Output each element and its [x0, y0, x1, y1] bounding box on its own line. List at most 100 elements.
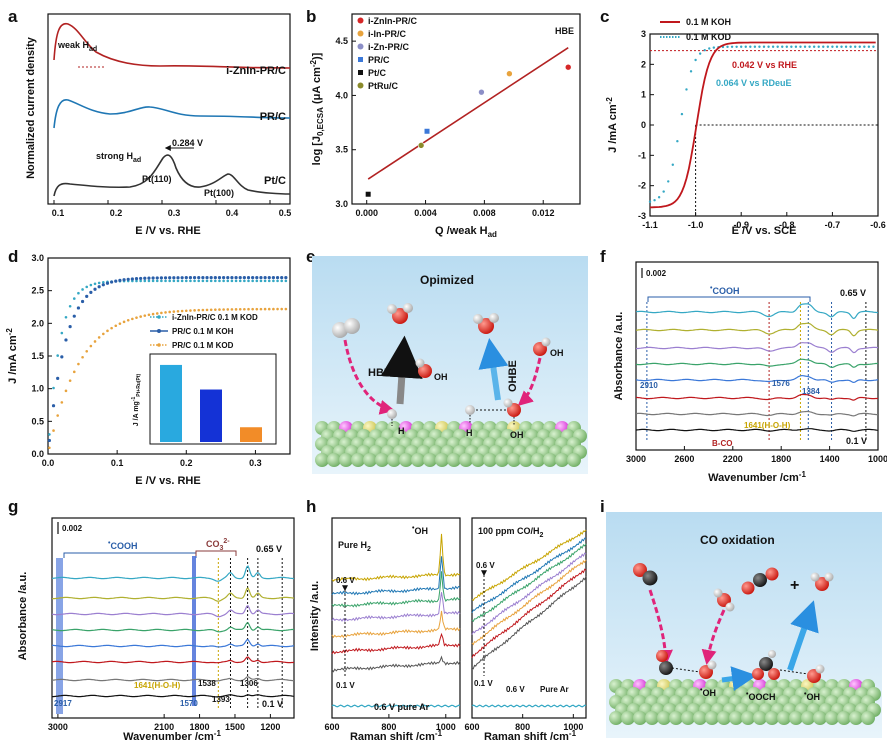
chart-c-kod-point-70	[808, 45, 811, 48]
chart-d-ytick-5: 2.5	[31, 286, 44, 296]
chart-c-kod-point-76	[822, 45, 825, 48]
scheme-e-slab-atom	[531, 453, 545, 467]
scheme-i-release-arrow	[787, 600, 819, 671]
chart-g-peak-hoh: 1641(H-O-H)	[134, 681, 181, 690]
chart-d-series-2-point	[168, 310, 171, 314]
chart-d-legend-1: PR/C 0.1 M KOH	[172, 327, 234, 336]
chart-c-kod-point-60	[785, 45, 788, 48]
chart-c-kod-point-46	[753, 45, 757, 48]
scheme-i: CO oxidation + •OH •OOCH	[606, 512, 882, 738]
chart-c-kod-point-38	[735, 45, 738, 48]
chart-b: 0.000 0.004 0.008 0.012 3.0 3.5 4.0 4.5 HBE i-Z…	[309, 13, 581, 239]
chart-d-ytick-3: 1.5	[31, 351, 44, 361]
chart-d-series-2-point	[48, 446, 51, 450]
scheme-e-slab-atom	[315, 453, 329, 467]
chart-c-kod-point-62	[790, 45, 793, 48]
chart-c-xtick-4: -0.7	[825, 220, 841, 230]
scheme-i-slab-atom	[789, 711, 803, 725]
chart-h2-spectrum-2	[471, 543, 587, 623]
chart-c-kod-point-18	[689, 70, 693, 73]
chart-b-point-2	[478, 88, 485, 96]
scheme-e-slab-atom	[567, 453, 581, 467]
scheme-i-water-molecule	[713, 588, 735, 612]
scheme-e-oh-adsorption-arrow	[517, 357, 542, 407]
chart-f-bottom-potential: 0.1 V	[846, 436, 867, 446]
chart-f-xtick-4: 1400	[820, 454, 840, 464]
scheme-i-slab-atom	[657, 711, 671, 725]
chart-a-series-izninprc	[53, 22, 291, 69]
chart-h2-spectrum-0	[471, 529, 587, 601]
chart-d-series-2-point	[135, 316, 138, 319]
chart-c-kod-point-86	[844, 45, 848, 48]
chart-d-series-1-point	[242, 276, 246, 280]
chart-b-ticks: 0.000 0.004 0.008 0.012 3.0 3.5 4.0 4.5	[335, 36, 554, 218]
chart-d-series-2-point	[160, 311, 163, 315]
scheme-e-slab-atom	[495, 453, 509, 467]
chart-a-xtick-0: 0.1	[52, 208, 65, 218]
chart-d-series-1-point	[147, 276, 151, 280]
chart-d-series-2-point	[155, 312, 159, 315]
chart-d-series-1-point	[143, 276, 147, 280]
chart-b-point-4	[365, 191, 371, 197]
chart-g-cooh-label: •COOH	[108, 540, 137, 551]
chart-f-ticks: 3000 2600 2200 1800 1400 1000	[626, 446, 887, 464]
scheme-i-slab-atom	[849, 711, 863, 725]
chart-h2-bottom-potential: 0.1 V	[474, 679, 493, 688]
chart-c-kod-point-74	[817, 45, 820, 48]
chart-d-series-2-point	[222, 308, 225, 311]
chart-d-series-2-point	[102, 332, 105, 336]
chart-d-series-2-point	[255, 307, 259, 311]
chart-d-series-1-point	[217, 276, 222, 280]
scheme-e-adsorption-arrow	[343, 339, 395, 415]
chart-d-series-0-point	[238, 279, 242, 283]
chart-d-series-1-point	[238, 276, 242, 280]
scheme-e-catalyst-slab	[315, 421, 587, 467]
chart-a-annot-strong: strong Had	[96, 151, 141, 164]
chart-d-series-0-point	[272, 279, 275, 283]
chart-d-series-2-point	[110, 326, 113, 330]
chart-d-series-0-point	[230, 279, 234, 283]
chart-d-series-2-point	[126, 318, 130, 322]
chart-d-series-1-point	[213, 276, 217, 280]
chart-d-series-1-point	[85, 294, 89, 298]
chart-d-series-0-point	[255, 279, 259, 283]
chart-a-legend-izninprc: i-ZnIn-PR/C	[226, 65, 286, 77]
chart-d-series-0-point	[280, 279, 284, 283]
scheme-e-slab-atom	[351, 453, 365, 467]
scheme-i-slab-atom	[741, 711, 755, 725]
chart-f-peak-hoh: 1641(H-O-H)	[744, 421, 791, 430]
chart-b-legend-1: i-In-PR/C	[368, 29, 406, 39]
scheme-e: Opimized HBE OH OHBE OH H	[312, 256, 588, 474]
scheme-e-oh-ion-2	[533, 337, 551, 356]
chart-d-series-2-point	[276, 307, 279, 311]
chart-f-xlabel: Wavenumber /cm-1	[708, 470, 806, 484]
scheme-e-h-label-2: H	[466, 428, 473, 438]
chart-d-inset: J /A mg-1Pt+Ru(Pt)	[131, 353, 277, 445]
chart-d-series-0-point	[176, 279, 180, 283]
chart-a-annot-pt100: Pt(100)	[204, 188, 234, 198]
chart-d-series-0-point	[139, 279, 142, 283]
scheme-e-h-adsorbed-2	[465, 405, 475, 424]
chart-a-series-prc	[53, 99, 291, 129]
chart-d-series-2-point	[205, 308, 209, 312]
chart-b-ytick-0: 3.0	[335, 199, 348, 209]
chart-d-series-2-point	[284, 307, 288, 311]
scheme-i-slab-atom	[861, 711, 875, 725]
chart-d-inset-bars	[160, 364, 262, 442]
scheme-i-oh-adsorbed-1	[699, 660, 717, 679]
chart-f-peak-1576: 1576	[772, 379, 790, 388]
chart-g-top-potential: 0.65 V	[256, 544, 282, 554]
chart-b-ytick-2: 4.0	[335, 90, 348, 100]
chart-d-series-0-point	[205, 279, 209, 283]
scheme-i-slab-atom	[753, 711, 767, 725]
chart-d-series-1-point	[255, 276, 259, 280]
scheme-e-slab-atom	[471, 453, 485, 467]
chart-g-co3-label: CO32-	[206, 538, 230, 552]
chart-h1-xlabel: Raman shift /cm-1	[350, 729, 443, 743]
panel-letter-g: g	[8, 497, 18, 516]
scheme-e-h-adsorbed-1	[387, 409, 397, 426]
chart-h1-xtick-2: 1000	[436, 722, 456, 732]
chart-g-ticks: 3000 2100 1800 1500 1200	[48, 714, 280, 732]
chart-a-xtick-2: 0.3	[168, 208, 181, 218]
chart-h1-spectrum-4	[331, 610, 461, 639]
